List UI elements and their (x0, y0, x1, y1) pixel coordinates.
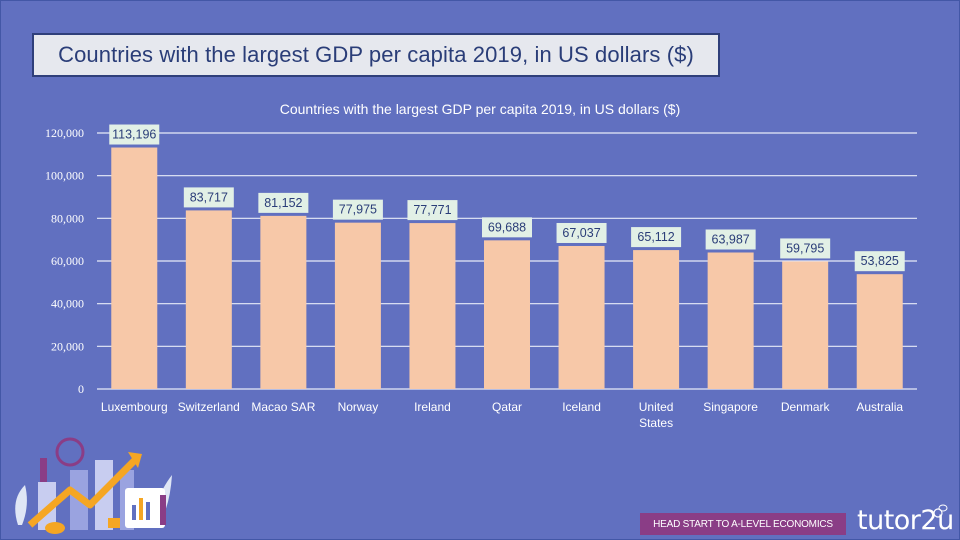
y-axis-ticks: 0 20,000 40,000 60,000 80,000 100,000 120,000 (45, 126, 84, 396)
data-label-box (109, 124, 160, 145)
data-label-box (482, 217, 532, 238)
y-tick-label: 20,000 (51, 339, 84, 353)
data-label: 59,795 (780, 238, 831, 259)
x-tick-label: Iceland (562, 400, 601, 414)
y-tick-label: 80,000 (51, 211, 84, 225)
data-labels: 113,196 83,717 81,152 77,975 77,771 69,688 67,… (109, 124, 905, 272)
data-label: 77,975 (332, 199, 383, 220)
y-tick-label: 120,000 (45, 126, 84, 140)
data-label-box (631, 227, 682, 248)
data-label-text: 69,688 (488, 220, 526, 234)
y-tick-label: 0 (78, 382, 84, 396)
data-label-box (183, 187, 234, 208)
data-label-text: 113,196 (112, 128, 156, 142)
y-tick-label: 60,000 (51, 254, 84, 268)
x-tick-label: Norway (338, 400, 379, 414)
bar (856, 274, 903, 389)
bar (334, 222, 381, 389)
x-tick-label: Luxembourg (101, 400, 168, 414)
y-tick-label: 100,000 (45, 169, 84, 183)
data-label: 69,688 (482, 217, 532, 238)
data-label-box (854, 251, 905, 272)
bar (260, 215, 307, 389)
data-label: 83,717 (183, 187, 234, 208)
data-label-text: 65,112 (637, 230, 674, 244)
data-label-box (780, 238, 831, 259)
data-label-text: 53,825 (861, 254, 899, 268)
data-label-box (332, 199, 383, 220)
x-tick-label: Denmark (781, 400, 831, 414)
data-label-text: 67,037 (562, 226, 600, 240)
data-label-text: 77,975 (339, 203, 377, 217)
x-tick-label: Qatar (492, 400, 522, 414)
data-label-text: 81,152 (264, 196, 302, 210)
bar (782, 261, 829, 389)
data-label: 67,037 (556, 222, 607, 243)
chart-title: Countries with the largest GDP per capit… (279, 101, 681, 117)
data-label-box (556, 222, 607, 243)
data-label-text: 63,987 (712, 232, 750, 246)
data-label: 77,771 (407, 200, 458, 221)
data-label-box (705, 229, 756, 250)
x-tick-label: Australia (856, 400, 903, 414)
data-label: 65,112 (631, 227, 682, 248)
data-label: 81,152 (258, 192, 309, 213)
x-tick-label: Macao SAR (251, 400, 315, 414)
y-tick-label: 40,000 (51, 297, 84, 311)
bar (707, 252, 754, 389)
bar (409, 223, 456, 389)
bar (558, 245, 605, 389)
data-label: 63,987 (705, 229, 756, 250)
x-axis-ticks: Luxembourg Switzerland Macao SAR Norway Irel… (101, 400, 903, 430)
data-label-text: 83,717 (190, 190, 228, 204)
course-banner: HEAD START TO A-LEVEL ECONOMICS (640, 513, 846, 535)
data-label: 53,825 (854, 251, 905, 272)
bar (185, 210, 232, 389)
slide-title-box: Countries with the largest GDP per capit… (32, 33, 720, 77)
slide-title: Countries with the largest GDP per capit… (58, 42, 694, 67)
data-label-text: 77,771 (413, 203, 451, 217)
x-tick-label: United (639, 400, 674, 414)
bars (111, 147, 903, 389)
data-label-box (258, 192, 309, 213)
data-label-box (407, 200, 458, 221)
brand-logo: tutor2u (857, 505, 954, 536)
x-tick-label: Ireland (414, 400, 451, 414)
x-tick-label: Switzerland (178, 400, 240, 414)
brand-bee-icon (930, 504, 948, 521)
growth-illustration-icon (15, 437, 172, 534)
bar (484, 240, 530, 389)
bar (633, 250, 680, 389)
bar (111, 147, 158, 389)
data-label: 113,196 (109, 124, 160, 145)
x-tick-label: States (639, 416, 673, 430)
x-tick-label: Singapore (703, 400, 758, 414)
data-label-text: 59,795 (786, 241, 824, 255)
